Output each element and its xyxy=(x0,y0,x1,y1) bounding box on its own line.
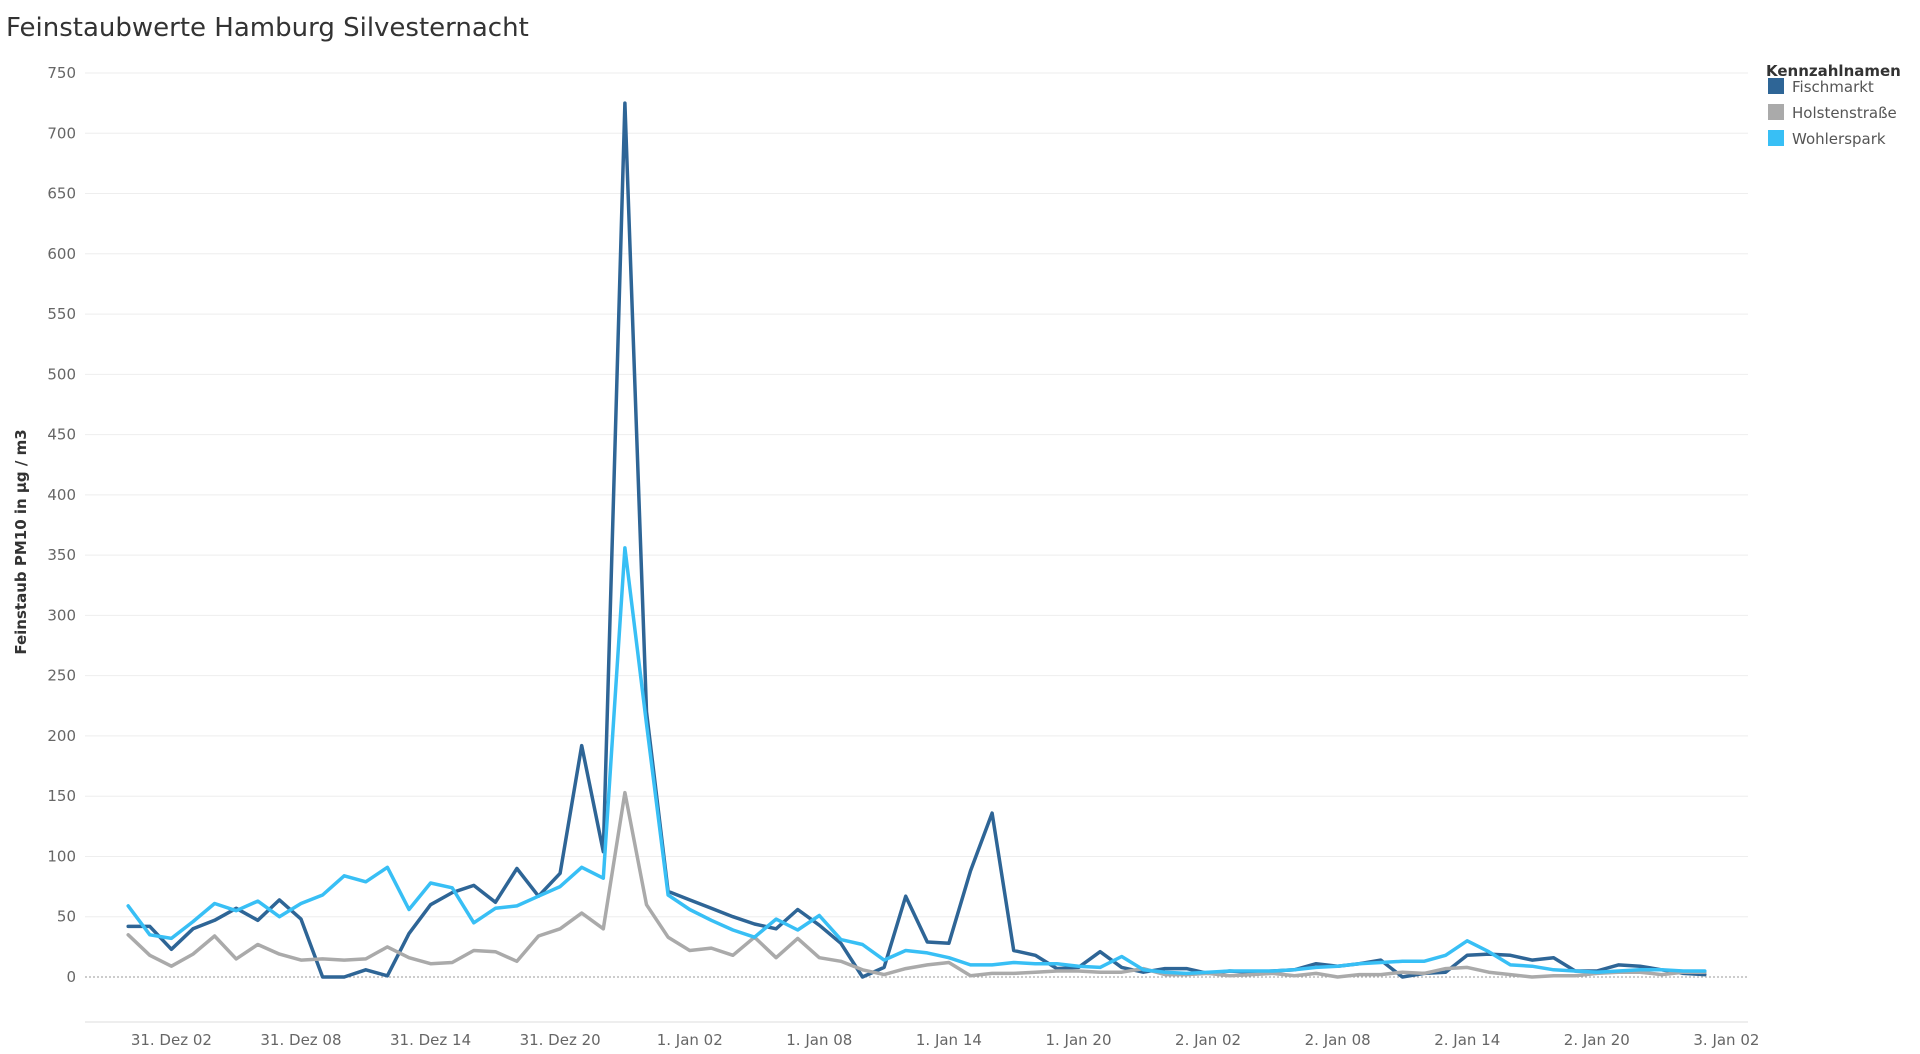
y-tick-label: 250 xyxy=(47,667,76,685)
x-tick-label: 1. Jan 02 xyxy=(657,1031,723,1049)
x-tick-label: 2. Jan 02 xyxy=(1175,1031,1241,1049)
x-tick-label: 2. Jan 14 xyxy=(1434,1031,1500,1049)
y-tick-label: 550 xyxy=(47,305,76,323)
x-tick-label: 1. Jan 14 xyxy=(916,1031,982,1049)
x-axis-ticks: 31. Dez 02 31. Dez 08 31. Dez 14 31. Dez 20… xyxy=(131,1031,1760,1049)
y-tick-label: 600 xyxy=(47,245,76,263)
y-axis-title: Feinstaub PM10 in µg / m3 xyxy=(12,429,30,654)
y-axis-ticks: 0 50 100 150 200 250 300 350 400 450 500 550 600 650 7… xyxy=(47,64,76,986)
legend-swatch xyxy=(1768,104,1784,120)
x-tick-label: 2. Jan 20 xyxy=(1564,1031,1630,1049)
x-tick-label: 31. Dez 08 xyxy=(260,1031,341,1049)
y-tick-label: 750 xyxy=(47,64,76,82)
y-tick-label: 200 xyxy=(47,727,76,745)
y-tick-label: 300 xyxy=(47,606,76,624)
legend-title: Kennzahlnamen xyxy=(1766,62,1901,80)
series-line-wohlerspark xyxy=(126,546,1707,976)
legend-swatch xyxy=(1768,130,1784,146)
y-tick-label: 650 xyxy=(47,185,76,203)
legend-label: Wohlerspark xyxy=(1792,130,1886,148)
legend-label: Holstenstraße xyxy=(1792,104,1897,122)
x-tick-label: 1. Jan 08 xyxy=(786,1031,852,1049)
x-tick-label: 31. Dez 02 xyxy=(131,1031,212,1049)
y-tick-label: 700 xyxy=(47,124,76,142)
y-tick-label: 100 xyxy=(47,847,76,865)
legend-label: Fischmarkt xyxy=(1792,78,1874,96)
x-tick-label: 31. Dez 20 xyxy=(520,1031,601,1049)
series-line-fischmarkt xyxy=(126,101,1707,979)
y-tick-label: 150 xyxy=(47,787,76,805)
gridlines xyxy=(85,72,1748,1023)
series-line-holstenstra-e xyxy=(126,790,1707,979)
x-tick-label: 2. Jan 08 xyxy=(1305,1031,1371,1049)
y-tick-label: 500 xyxy=(47,365,76,383)
x-tick-label: 3. Jan 02 xyxy=(1693,1031,1759,1049)
y-tick-label: 450 xyxy=(47,426,76,444)
y-tick-label: 400 xyxy=(47,486,76,504)
legend-swatch xyxy=(1768,78,1784,94)
y-tick-label: 50 xyxy=(57,908,76,926)
y-tick-label: 0 xyxy=(66,968,76,986)
legend: Kennzahlnamen Fischmarkt Holstenstraße Woh… xyxy=(1766,62,1901,148)
x-tick-label: 1. Jan 20 xyxy=(1045,1031,1111,1049)
x-tick-label: 31. Dez 14 xyxy=(390,1031,471,1049)
y-tick-label: 350 xyxy=(47,546,76,564)
series-lines xyxy=(126,101,1707,979)
chart-title: Feinstaubwerte Hamburg Silvesternacht xyxy=(6,13,529,43)
